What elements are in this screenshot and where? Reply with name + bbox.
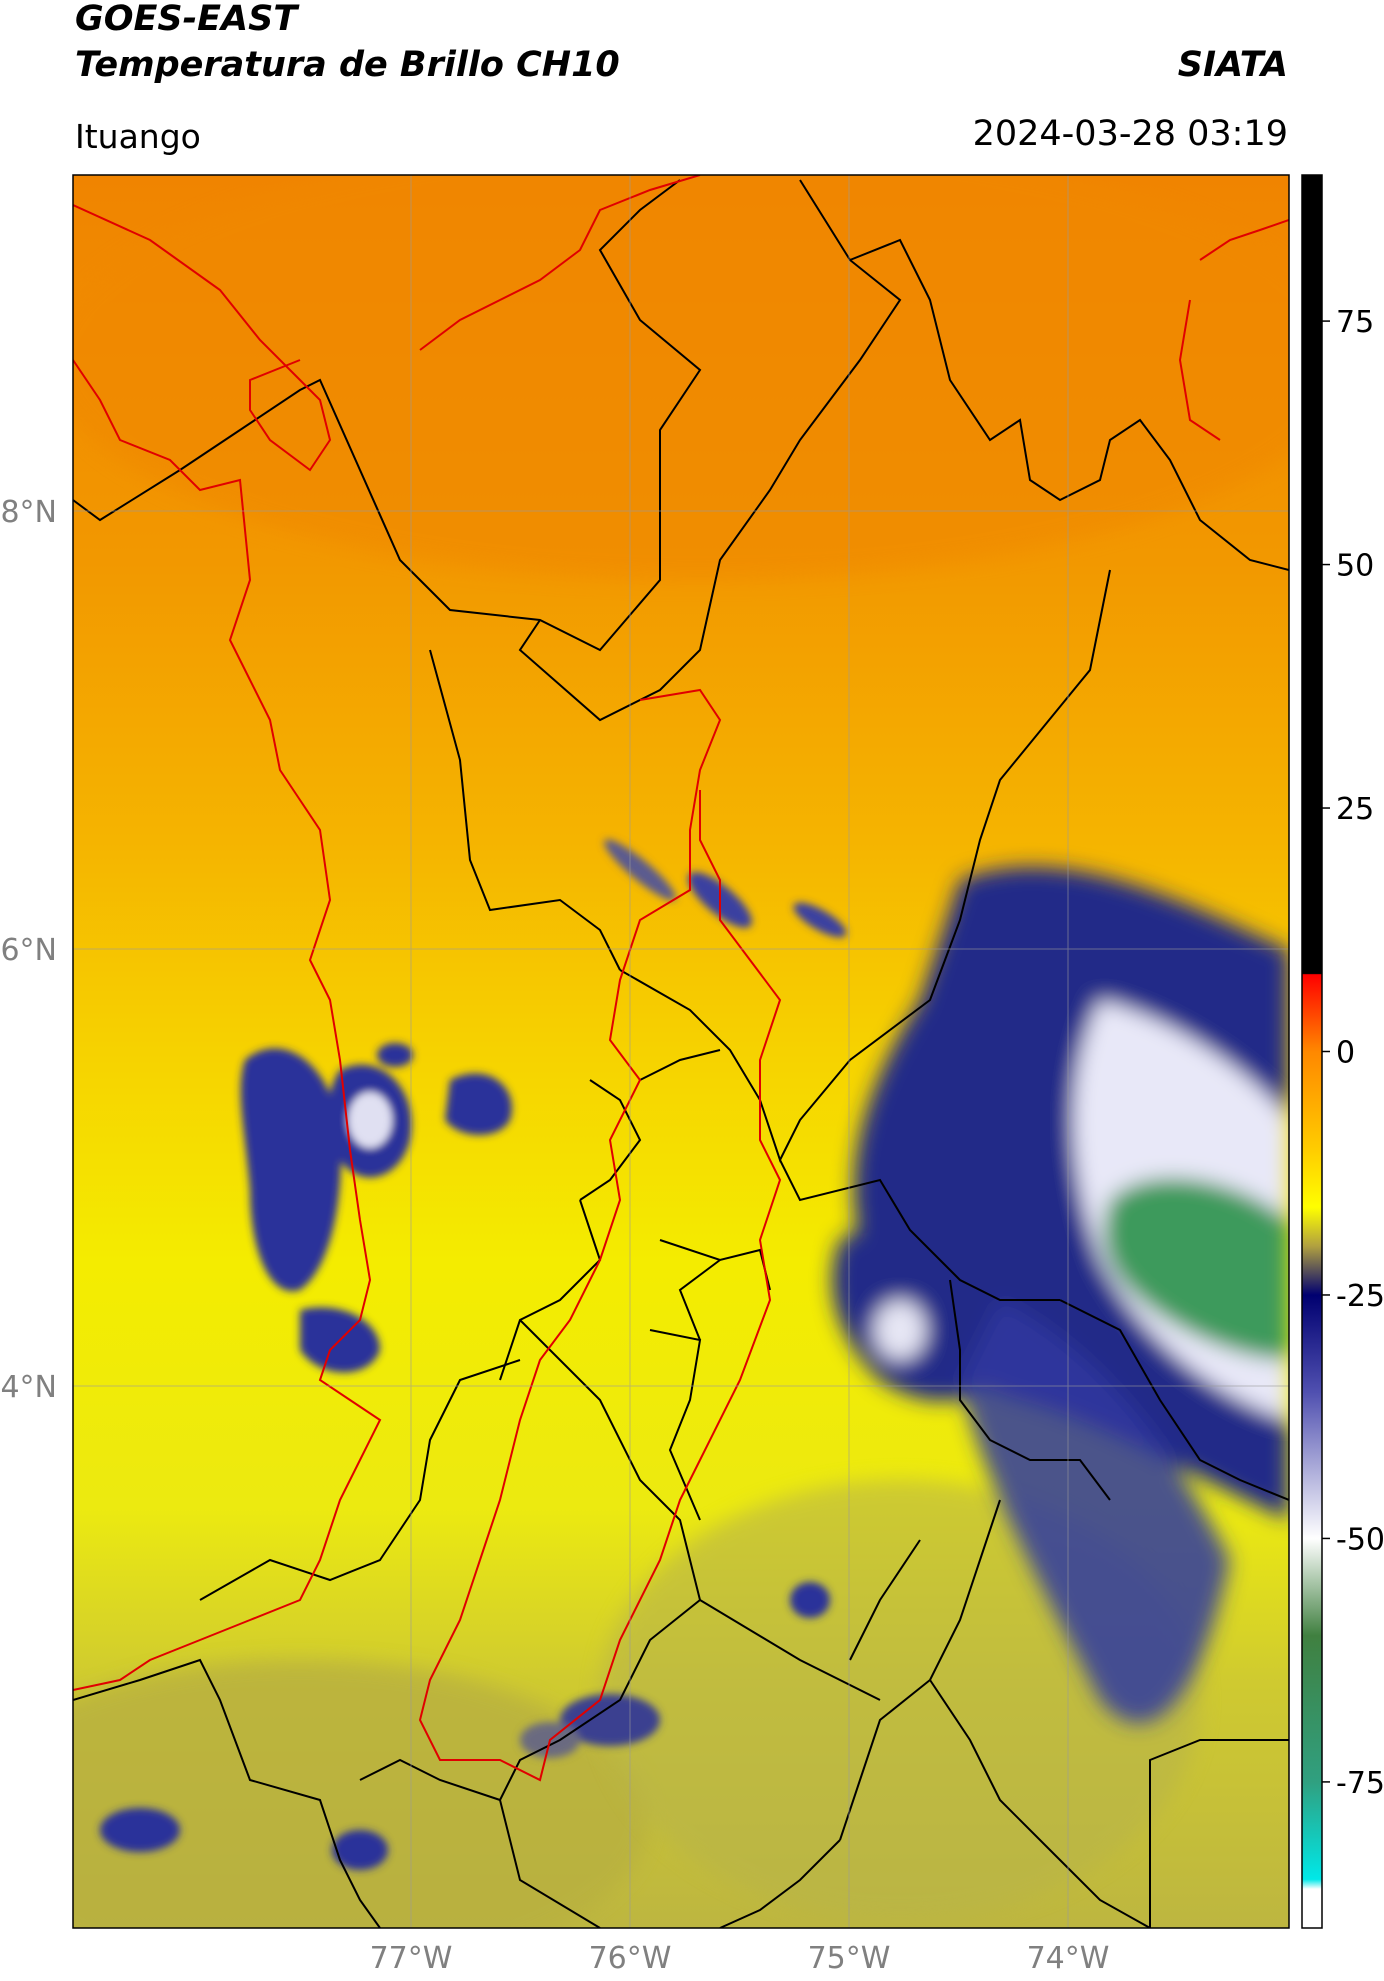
graticule <box>73 175 1289 1928</box>
lon-label-76w: 76°W <box>589 1941 672 1976</box>
colorbar-tick-label: 50 <box>1336 549 1374 584</box>
colorbar-tick-label: 75 <box>1336 305 1374 340</box>
convective-cells-west <box>100 839 847 1870</box>
colorbar-fill <box>1302 175 1322 1928</box>
lon-label-75w: 75°W <box>808 1941 891 1976</box>
lon-label-74w: 74°W <box>1027 1941 1110 1976</box>
colorbar-ticks: 75 50 25 0 -25 -50 -75 <box>1322 305 1384 1801</box>
longitude-labels: 77°W 76°W 75°W 74°W <box>370 1941 1110 1976</box>
colorbar-tick-label: -50 <box>1336 1522 1384 1557</box>
lon-label-77w: 77°W <box>370 1941 453 1976</box>
brightness-temperature-field <box>73 175 1289 1928</box>
olive-region-sw <box>73 1660 650 1928</box>
warm-region <box>73 175 1289 580</box>
organization-label: SIATA <box>1177 45 1288 85</box>
product-title: Temperatura de Brillo CH10 <box>75 45 620 85</box>
map-frame <box>72 174 1290 1929</box>
latitude-labels: 8°N 6°N 4°N <box>0 495 57 1405</box>
lat-label-6n: 6°N <box>0 933 57 968</box>
datetime-label: 2024-03-28 03:19 <box>972 114 1288 154</box>
convective-system-east <box>832 866 1289 1724</box>
colorbar-tick-label: 0 <box>1336 1036 1355 1071</box>
colorbar-tick-label: 25 <box>1336 792 1374 827</box>
region-label: Ituango <box>75 117 201 156</box>
coastline-and-basin <box>73 175 1289 1782</box>
colorbar-tick-label: -25 <box>1336 1279 1384 1314</box>
satellite-title: GOES-EAST <box>75 0 298 39</box>
colorbar-tick-label: -75 <box>1336 1766 1384 1801</box>
colorbar: 75 50 25 0 -25 -50 -75 <box>1301 174 1384 1929</box>
lat-label-8n: 8°N <box>0 495 57 530</box>
lat-label-4n: 4°N <box>0 1370 57 1405</box>
